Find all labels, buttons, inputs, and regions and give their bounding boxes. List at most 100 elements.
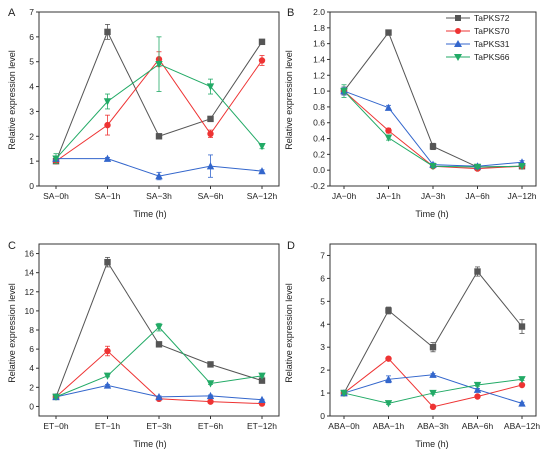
y-tick-label: 0.8 bbox=[313, 102, 325, 112]
series-line bbox=[55, 326, 263, 398]
data-point bbox=[155, 392, 163, 401]
y-tick-label: 10 bbox=[25, 306, 35, 316]
data-point bbox=[206, 391, 215, 400]
data-point bbox=[104, 347, 111, 355]
data-point bbox=[429, 344, 437, 351]
x-tick-label: ABA−1h bbox=[373, 421, 405, 431]
legend-item-2: TaPKS31 bbox=[446, 39, 510, 49]
y-tick-label: 8 bbox=[29, 325, 34, 335]
data-point bbox=[473, 381, 482, 390]
y-tick-label: 14 bbox=[25, 268, 35, 278]
x-tick-label: ET−1h bbox=[95, 421, 121, 431]
y-tick-label: 7 bbox=[320, 250, 325, 260]
data-point bbox=[518, 163, 526, 171]
data-point bbox=[258, 372, 266, 380]
data-point bbox=[384, 103, 393, 111]
panel-c: C Relative expression level Time (h) 0 2 4… bbox=[7, 240, 280, 449]
data-point bbox=[155, 61, 163, 69]
data-point bbox=[384, 375, 393, 383]
legend-item-3: TaPKS66 bbox=[446, 52, 510, 62]
data-point bbox=[103, 154, 112, 162]
data-point bbox=[258, 167, 266, 175]
legend-label-2: TaPKS31 bbox=[474, 39, 510, 49]
x-tick-label: JA−3h bbox=[421, 191, 446, 201]
data-point bbox=[103, 98, 112, 106]
y-tick-label: 6 bbox=[320, 273, 325, 283]
data-point bbox=[155, 133, 163, 140]
x-tick-label: SA−0h bbox=[43, 191, 69, 201]
data-point bbox=[518, 381, 526, 389]
panel-b-letter: B bbox=[287, 7, 294, 19]
x-tick-label: JA−6h bbox=[465, 191, 490, 201]
y-tick-label: 12 bbox=[25, 287, 35, 297]
y-tick-label: 4 bbox=[29, 363, 34, 373]
x-tick-label: ET−0h bbox=[43, 421, 69, 431]
x-tick-label: SA−3h bbox=[146, 191, 172, 201]
legend-label-3: TaPKS66 bbox=[474, 52, 510, 62]
data-point bbox=[473, 163, 482, 172]
y-tick-label: 5 bbox=[29, 57, 34, 67]
data-point bbox=[518, 399, 526, 407]
y-tick-label: 0.0 bbox=[313, 165, 325, 175]
y-tick-label: 4 bbox=[320, 319, 325, 329]
y-tick-label: 5 bbox=[320, 296, 325, 306]
data-point bbox=[340, 87, 348, 96]
x-tick-label: ABA−6h bbox=[462, 421, 494, 431]
y-tick-label: 0.6 bbox=[313, 118, 325, 128]
y-tick-label: 3 bbox=[320, 342, 325, 352]
x-tick-label: JA−12h bbox=[507, 191, 536, 201]
data-point bbox=[104, 121, 111, 129]
y-tick-label: 0.4 bbox=[313, 134, 325, 144]
data-point bbox=[429, 370, 437, 378]
y-tick-label: 0.2 bbox=[313, 149, 325, 159]
data-point bbox=[473, 385, 482, 393]
y-tick-label: 4 bbox=[29, 82, 34, 92]
x-tick-label: ET−3h bbox=[146, 421, 172, 431]
series-line bbox=[343, 90, 523, 170]
data-point bbox=[518, 376, 526, 384]
data-point bbox=[340, 389, 348, 398]
data-point bbox=[258, 57, 266, 64]
panel-b-plot: -0.2 0.0 0.2 0.4 0.6 0.8 1.0 1.2 1.4 1.6 1.8 2.0 JA−… bbox=[310, 7, 536, 201]
data-point bbox=[385, 355, 392, 362]
x-tick-label: ET−12h bbox=[247, 421, 277, 431]
data-point bbox=[155, 172, 163, 180]
data-point bbox=[52, 393, 60, 401]
x-tick-label: ABA−0h bbox=[328, 421, 360, 431]
y-tick-label: 0 bbox=[29, 401, 34, 411]
data-point bbox=[385, 29, 392, 36]
panel-a-letter: A bbox=[8, 7, 16, 19]
panel-c-plot: 0 2 4 6 8 10 12 14 16 ET−0h ET−1h ET−3h ET−6h ET−12h bbox=[25, 243, 280, 431]
data-point bbox=[384, 400, 393, 408]
y-tick-label: 2.0 bbox=[313, 7, 325, 17]
data-point bbox=[258, 143, 266, 151]
data-point bbox=[207, 361, 214, 368]
data-point bbox=[206, 380, 215, 388]
y-tick-label: 1.2 bbox=[313, 70, 325, 80]
x-tick-label: SA−12h bbox=[247, 191, 278, 201]
x-tick-label: ABA−12h bbox=[504, 421, 540, 431]
data-point bbox=[474, 393, 481, 400]
legend-label-0: TaPKS72 bbox=[474, 13, 510, 23]
panel-c-letter: C bbox=[8, 240, 16, 252]
legend-label-1: TaPKS70 bbox=[474, 26, 510, 36]
y-tick-label: 0 bbox=[320, 411, 325, 421]
x-tick-label: JA−0h bbox=[332, 191, 357, 201]
y-tick-label: 1 bbox=[320, 388, 325, 398]
y-tick-label: 1 bbox=[29, 156, 34, 166]
y-tick-label: 6 bbox=[29, 32, 34, 42]
y-tick-label: 16 bbox=[25, 249, 35, 259]
x-tick-label: ET−6h bbox=[198, 421, 224, 431]
y-tick-label: 1.8 bbox=[313, 23, 325, 33]
panel-c-ylabel: Relative expression level bbox=[7, 283, 17, 383]
series-line bbox=[343, 90, 523, 167]
y-tick-label: 1.4 bbox=[313, 54, 325, 64]
y-tick-label: 7 bbox=[29, 7, 34, 17]
y-tick-label: 1.6 bbox=[313, 39, 325, 49]
data-point bbox=[206, 162, 215, 170]
y-tick-label: 2 bbox=[29, 382, 34, 392]
y-tick-label: 2 bbox=[320, 365, 325, 375]
data-point bbox=[155, 341, 163, 348]
panel-c-xlabel: Time (h) bbox=[133, 439, 166, 449]
